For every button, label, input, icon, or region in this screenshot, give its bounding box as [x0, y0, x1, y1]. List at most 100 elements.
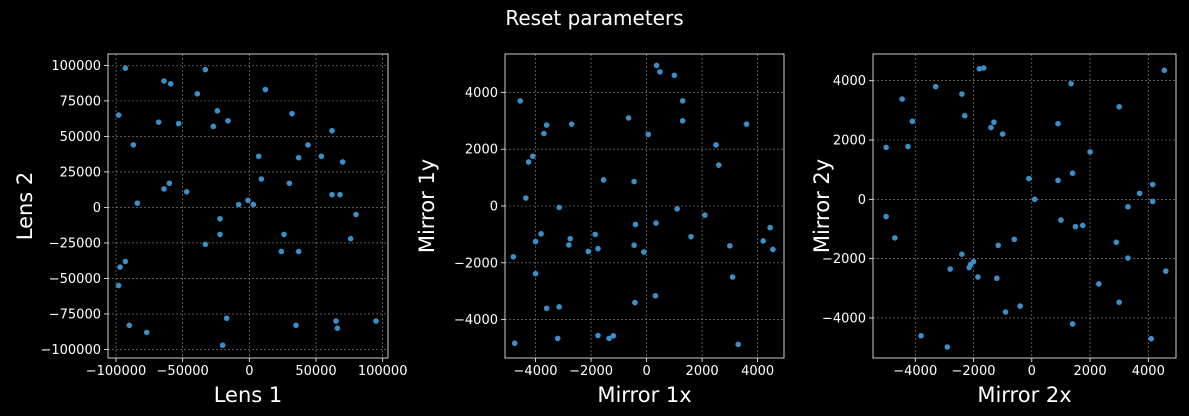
data-point — [130, 142, 137, 148]
data-point — [337, 191, 343, 198]
data-point — [767, 224, 773, 231]
y-axis-label: Mirror 2y — [810, 159, 834, 253]
data-point — [566, 242, 572, 248]
data-point — [568, 121, 575, 127]
data-point — [600, 177, 607, 183]
x-tick-label: 50000 — [295, 364, 336, 379]
data-point — [235, 201, 242, 208]
data-point — [702, 212, 708, 218]
data-point — [289, 110, 295, 117]
data-point — [1163, 268, 1169, 274]
data-point — [671, 72, 678, 79]
data-point — [606, 335, 612, 342]
y-tick-label: −4000 — [822, 311, 866, 326]
data-point — [167, 81, 174, 87]
data-point — [610, 333, 617, 339]
data-point — [1069, 170, 1076, 177]
data-point — [255, 153, 262, 160]
data-point — [538, 231, 544, 237]
data-point — [115, 112, 122, 118]
data-point — [523, 195, 529, 201]
data-point — [1072, 223, 1079, 230]
data-point — [117, 264, 123, 270]
data-point — [217, 231, 223, 238]
data-point — [743, 121, 750, 127]
data-point — [1161, 67, 1168, 74]
data-point — [959, 91, 965, 97]
data-point — [194, 90, 201, 97]
y-tick-label: −4000 — [454, 313, 498, 328]
data-point — [967, 261, 974, 268]
data-point — [645, 131, 652, 138]
data-point — [511, 340, 518, 347]
data-point — [727, 242, 733, 249]
data-point — [592, 231, 599, 238]
data-point — [1068, 80, 1074, 87]
data-point — [975, 274, 981, 280]
y-axis-label: Mirror 1y — [415, 159, 439, 253]
data-point — [295, 248, 302, 255]
y-tick-label: 25000 — [60, 165, 101, 180]
subplot-1: −100000 −50000 0 50000 100000 −100000 −75000 −5… — [13, 53, 407, 407]
data-point — [991, 119, 997, 126]
data-point — [905, 143, 911, 150]
data-point — [353, 211, 359, 218]
data-point — [1079, 222, 1086, 229]
axes-frame — [107, 53, 389, 359]
data-point — [631, 242, 637, 249]
x-tick-label: 0 — [245, 364, 253, 379]
data-point — [161, 186, 167, 192]
data-point — [994, 275, 1000, 282]
data-point — [1149, 198, 1156, 205]
data-point — [305, 142, 311, 148]
subplot-2: −4000 −2000 0 2000 4000 −4000 −2000 0 2000 4000 Mi… — [415, 53, 785, 407]
data-point — [631, 178, 637, 185]
data-point — [883, 144, 889, 151]
x-tick-label: 0 — [1028, 364, 1036, 379]
data-point — [1011, 236, 1018, 243]
data-point — [632, 299, 638, 306]
data-point — [333, 318, 339, 324]
data-point — [988, 124, 994, 131]
data-point — [883, 213, 889, 220]
data-point — [770, 246, 776, 253]
data-point — [1055, 120, 1061, 127]
data-point — [115, 282, 122, 289]
data-point — [1116, 103, 1122, 110]
data-point — [532, 238, 539, 245]
data-point — [245, 197, 251, 204]
axes-frame — [872, 53, 1177, 359]
data-point — [525, 159, 532, 165]
y-tick-label: −75000 — [49, 307, 101, 322]
data-point — [595, 332, 601, 339]
data-point — [961, 112, 968, 119]
data-point — [652, 292, 659, 299]
data-point — [729, 274, 736, 280]
data-point — [995, 242, 1002, 249]
data-point — [556, 304, 562, 310]
data-point — [143, 329, 150, 336]
data-point — [202, 66, 209, 73]
data-point — [1125, 203, 1131, 210]
x-axis-label: Mirror 1x — [597, 383, 691, 407]
data-point — [909, 118, 916, 125]
data-point — [1095, 281, 1102, 287]
data-point — [715, 162, 722, 168]
data-point — [258, 176, 265, 182]
data-point — [1125, 255, 1131, 261]
data-point — [250, 201, 257, 208]
data-point — [183, 188, 190, 195]
data-point — [1087, 149, 1093, 155]
data-point — [653, 220, 659, 226]
data-point — [262, 86, 269, 93]
data-point — [329, 127, 335, 134]
data-point — [210, 123, 217, 130]
data-point — [1017, 303, 1023, 309]
y-tick-label: 0 — [490, 200, 498, 215]
y-tick-label: −2000 — [454, 256, 498, 271]
data-point — [134, 200, 141, 206]
data-point — [976, 66, 983, 72]
y-tick-label: −50000 — [49, 272, 101, 287]
data-point — [632, 221, 639, 228]
data-point — [980, 65, 987, 71]
